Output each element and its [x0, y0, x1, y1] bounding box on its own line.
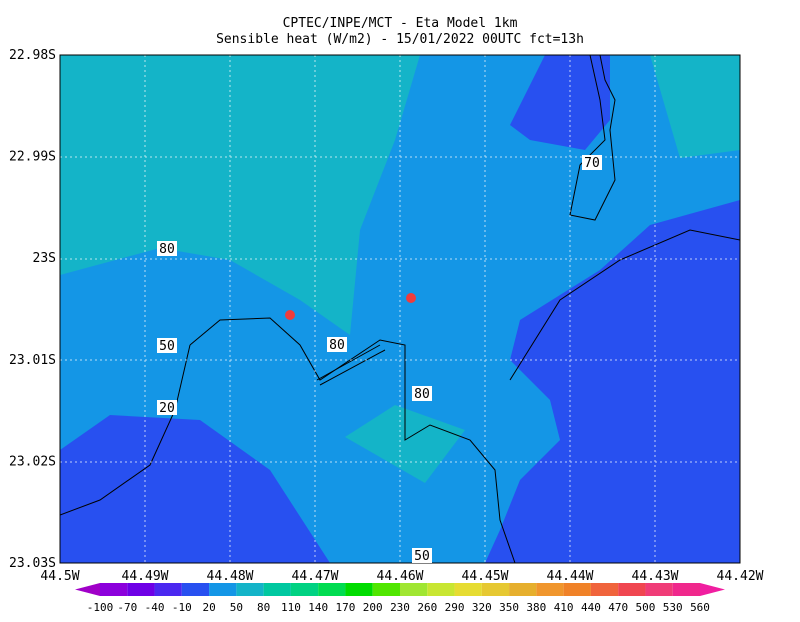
coastline: [316, 344, 386, 386]
colorbar-cell: [345, 583, 373, 596]
lon-tick-label: 44.42W: [717, 569, 764, 584]
colorbar-cell: [618, 583, 646, 596]
fill-20-50: [60, 415, 330, 563]
colorbar-label: 260: [417, 601, 437, 614]
colorbar-arrow: [75, 583, 100, 596]
colorbar-cell: [400, 583, 428, 596]
colorbar-label: 470: [608, 601, 628, 614]
colorbar-label: 380: [526, 601, 546, 614]
lat-tick-label: 23.03S: [9, 556, 56, 571]
colorbar-label: 200: [363, 601, 383, 614]
colorbar-label: 350: [499, 601, 519, 614]
colorbar-label: 110: [281, 601, 301, 614]
fill-80-110: [60, 55, 420, 335]
contour-label: 80: [414, 387, 430, 402]
grid: [60, 55, 740, 563]
colorbar-cell: [181, 583, 210, 596]
lat-tick-label: 22.98S: [9, 48, 56, 63]
lon-tick-label: 44.48W: [207, 569, 254, 584]
colorbar-cell: [590, 583, 619, 596]
colorbar-cell: [645, 583, 673, 596]
fill-80-110: [345, 405, 465, 483]
colorbar-cell: [318, 583, 346, 596]
colorbar-cell: [290, 583, 319, 596]
contour-label: 70: [584, 156, 600, 171]
fill-20-50: [485, 200, 740, 563]
colorbar-cell: [536, 583, 564, 596]
colorbar-label: 530: [663, 601, 683, 614]
colorbar-cell: [154, 583, 182, 596]
colorbar-cell: [427, 583, 455, 596]
lon-tick-label: 44.43W: [632, 569, 679, 584]
lon-tick-label: 44.49W: [122, 569, 169, 584]
contour-label: 50: [414, 549, 430, 564]
colorbar-cell: [372, 583, 400, 596]
frame: [59, 54, 741, 564]
lon-tick-label: 44.44W: [547, 569, 594, 584]
colorbar-arrow: [700, 583, 725, 596]
field: [60, 55, 740, 563]
colorbar-label: 50: [230, 601, 243, 614]
lon-tick-label: 44.5W: [40, 569, 79, 584]
site-marker: [406, 293, 416, 303]
contour-label: 20: [159, 401, 175, 416]
colorbar-label: 560: [690, 601, 710, 614]
lat-tick-label: 22.99S: [9, 150, 56, 165]
lon-tick-label: 44.45W: [462, 569, 509, 584]
site-marker: [285, 310, 295, 320]
contour-label: 80: [159, 242, 175, 257]
colorbar-label: 410: [554, 601, 574, 614]
contour-label-box: [157, 400, 177, 415]
lat-tick-label: 23.01S: [9, 353, 56, 368]
colorbar-label: -10: [172, 601, 192, 614]
colorbar-label: 290: [445, 601, 465, 614]
coastline: [60, 55, 740, 563]
colorbar-label: 230: [390, 601, 410, 614]
colorbar-label: 80: [257, 601, 270, 614]
fill-20-50: [510, 55, 610, 150]
lon-tick-label: 44.46W: [377, 569, 424, 584]
colorbar-cell: [263, 583, 291, 596]
colorbar-label: 440: [581, 601, 601, 614]
fill-80-110: [650, 55, 740, 158]
colorbar-cell: [236, 583, 264, 596]
colorbar-label: 500: [636, 601, 656, 614]
colorbar-cell: [672, 583, 700, 596]
contour-label-box: [582, 155, 602, 170]
colorbar-label: 140: [308, 601, 328, 614]
contour-label-box: [412, 548, 432, 563]
subtitle: Sensible heat (W/m2) - 15/01/2022 00UTC …: [216, 32, 584, 47]
contour-label-box: [412, 386, 432, 401]
lon-tick-label: 44.47W: [292, 569, 339, 584]
title: CPTEC/INPE/MCT - Eta Model 1km: [283, 16, 518, 31]
contour-label-box: [327, 337, 347, 352]
contour-label-box: [157, 338, 177, 353]
colorbar-cell: [127, 583, 155, 596]
colorbar-cell: [100, 583, 128, 596]
colorbar-label: -40: [145, 601, 165, 614]
colorbar-cell: [563, 583, 591, 596]
colorbar-cell: [481, 583, 510, 596]
colorbar-cell: [509, 583, 537, 596]
contour-label-box: [157, 241, 177, 256]
colorbar-label: -70: [117, 601, 137, 614]
colorbar-cell: [454, 583, 482, 596]
colorbar-label: 320: [472, 601, 492, 614]
colorbar-label: 170: [336, 601, 356, 614]
lat-tick-label: 23.02S: [9, 454, 56, 469]
colorbar-label: 20: [202, 601, 215, 614]
contour-label: 80: [329, 338, 345, 353]
contour-label: 50: [159, 339, 175, 354]
lat-tick-label: 23S: [33, 251, 56, 266]
colorbar-label: -100: [87, 601, 114, 614]
colorbar-cell: [209, 583, 237, 596]
